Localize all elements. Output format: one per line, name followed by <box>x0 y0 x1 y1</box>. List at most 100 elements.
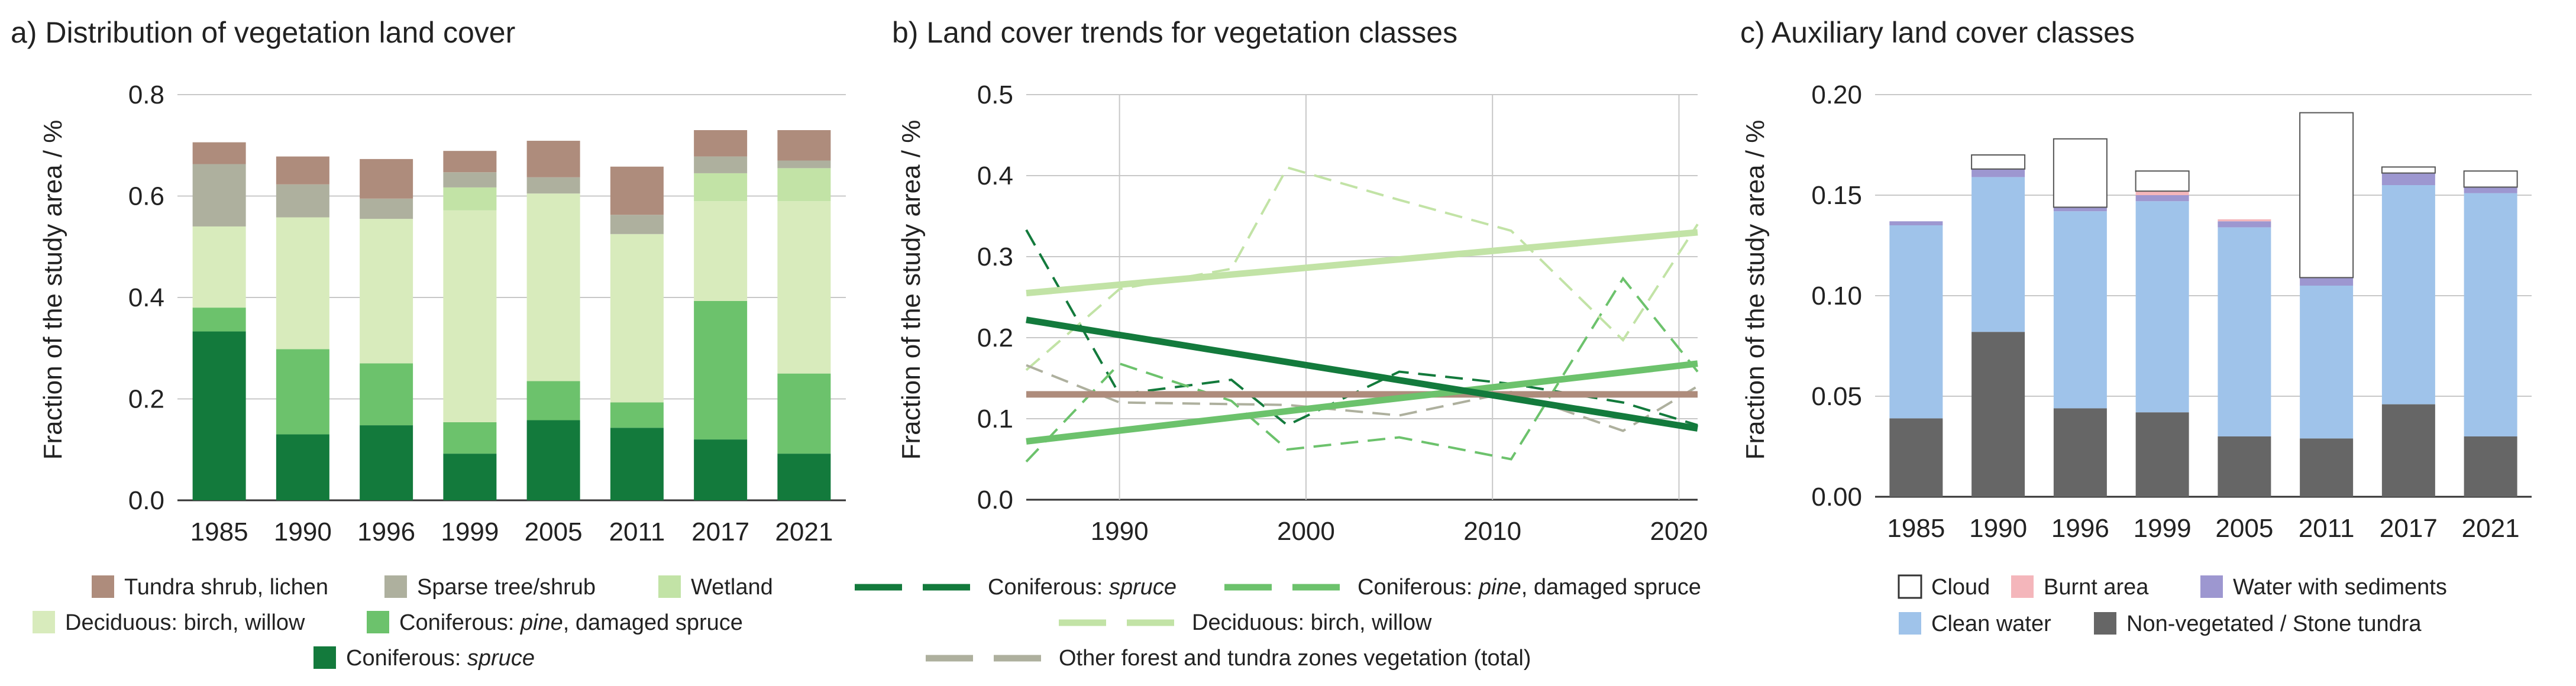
x-tick-label: 1999 <box>441 517 499 546</box>
bar-segment-burnt-area-1999 <box>2135 191 2189 195</box>
panel-b: b) Land cover trends for vegetation clas… <box>855 16 1708 671</box>
panel-b-lines <box>1025 166 1699 462</box>
panel-b-x-ticks: 1990 2000 2010 2020 <box>1091 517 1708 546</box>
legend-swatch <box>367 611 389 633</box>
bar-segment-sparse-tree-shrub-2011 <box>610 215 664 234</box>
bar-segment-cloud-1996 <box>2053 138 2108 208</box>
bar-segment-wetland-2017 <box>694 173 748 202</box>
bar-segment-water-with-sediments-1990 <box>1971 169 2025 177</box>
x-tick-label: 2000 <box>1277 517 1335 546</box>
y-tick-label: 0.8 <box>128 80 164 109</box>
y-tick-label: 0.5 <box>977 80 1013 109</box>
x-tick-label: 2020 <box>1650 517 1708 546</box>
x-tick-label: 2010 <box>1463 517 1521 546</box>
bar-segment-non-vegetated-stone-tundra-2011 <box>2300 438 2354 497</box>
y-tick-label: 0.4 <box>977 161 1013 190</box>
bar-segment-tundra-shrub-lichen-2011 <box>610 166 664 215</box>
trend-line-coniferous-pine-damaged-spruce <box>1026 360 1698 445</box>
legend-label: Deciduous: birch, willow <box>65 610 305 635</box>
x-tick-label: 2011 <box>609 517 665 546</box>
trend-line-deciduous-birch-willow <box>1026 229 1698 297</box>
panel-a-y-ticks: 0.0 0.2 0.4 0.6 0.8 <box>128 80 164 515</box>
bar-segment-tundra-shrub-lichen-2021 <box>777 130 831 161</box>
legend-item-coniferous-spruce: Coniferous: spruce <box>855 575 1177 600</box>
bar-segment-deciduous-birch-willow-1999 <box>443 210 497 422</box>
x-tick-label: 2021 <box>2462 514 2520 543</box>
bar-segment-deciduous-birch-willow-2011 <box>610 234 664 403</box>
legend-label: Wetland <box>691 575 773 600</box>
series-line-other-forest-and-tundra-zones-vegetation-total <box>1026 364 1699 432</box>
legend-item-deciduous-birch-willow: Deciduous: birch, willow <box>1059 610 1432 635</box>
panel-b-gridlines <box>1026 94 1698 501</box>
panel-a-bars <box>192 130 831 500</box>
y-tick-label: 0.3 <box>977 242 1013 271</box>
bar-segment-deciduous-birch-willow-1990 <box>276 217 329 350</box>
y-tick-label: 0.2 <box>128 385 164 414</box>
bar-segment-water-with-sediments-2017 <box>2381 173 2435 185</box>
bar-segment-tundra-shrub-lichen-1999 <box>443 151 497 173</box>
bar-segment-coniferous-spruce-1985 <box>192 331 246 500</box>
legend-item-clean-water: Clean water <box>1899 611 2051 636</box>
bar-segment-coniferous-spruce-2017 <box>694 439 748 500</box>
legend-item-wetland: Wetland <box>658 575 773 600</box>
x-tick-label: 1985 <box>1887 514 1945 543</box>
bar-segment-deciduous-birch-willow-2005 <box>526 193 580 381</box>
bar-segment-coniferous-spruce-2011 <box>610 428 664 500</box>
legend-item-coniferous-spruce: Coniferous: spruce <box>313 646 535 671</box>
legend-label: Burnt area <box>2044 575 2149 600</box>
panel-c-y-axis-label: Fraction of the study area / % <box>1741 120 1770 460</box>
bar-segment-non-vegetated-stone-tundra-2021 <box>2464 436 2517 497</box>
y-tick-label: 0.0 <box>128 486 164 515</box>
bar-segment-clean-water-2021 <box>2464 193 2517 436</box>
x-tick-label: 1996 <box>2051 514 2109 543</box>
legend-swatch <box>33 611 55 633</box>
y-tick-label: 0.10 <box>1811 281 1862 310</box>
legend-item-cloud: Cloud <box>1898 574 1990 600</box>
panel-c-bars <box>1889 112 2518 497</box>
bar-segment-coniferous-pine-damaged-spruce-1985 <box>192 308 246 332</box>
y-tick-label: 0.20 <box>1811 80 1862 109</box>
bar-segment-non-vegetated-stone-tundra-1996 <box>2053 408 2107 497</box>
bar-segment-clean-water-1996 <box>2053 211 2107 409</box>
legend-label: Water with sediments <box>2233 575 2447 600</box>
legend-swatch <box>384 575 407 598</box>
panel-a-legend: Tundra shrub, lichen Sparse tree/shrub Wet… <box>33 575 773 671</box>
bar-segment-wetland-1999 <box>443 187 497 211</box>
bar-segment-non-vegetated-stone-tundra-2017 <box>2381 404 2435 497</box>
bar-segment-sparse-tree-shrub-2017 <box>694 156 748 173</box>
bar-segment-sparse-tree-shrub-2021 <box>777 160 831 169</box>
bar-segment-clean-water-2005 <box>2218 227 2271 436</box>
bar-segment-water-with-sediments-2011 <box>2300 277 2354 286</box>
x-tick-label: 2005 <box>525 517 583 546</box>
bar-segment-cloud-2017 <box>2381 166 2436 174</box>
panel-a: a) Distribution of vegetation land cover… <box>11 16 846 671</box>
bar-segment-coniferous-spruce-2021 <box>777 454 831 500</box>
panel-c-x-ticks: 1985 1990 1996 1999 2005 2011 2017 2021 <box>1887 514 2519 543</box>
bar-segment-sparse-tree-shrub-1996 <box>360 198 413 219</box>
x-tick-label: 1990 <box>1969 514 2027 543</box>
legend-item-tundra-shrub-lichen: Tundra shrub, lichen <box>92 575 328 600</box>
bar-segment-clean-water-2017 <box>2381 185 2435 405</box>
legend-label: Other forest and tundra zones vegetation… <box>1059 646 1531 671</box>
bar-segment-coniferous-spruce-2005 <box>526 420 580 500</box>
legend-swatch <box>658 575 681 598</box>
legend-swatch <box>1899 612 1921 635</box>
bar-segment-tundra-shrub-lichen-2005 <box>526 141 580 177</box>
x-tick-label: 1990 <box>274 517 332 546</box>
legend-item-water-with-sediments: Water with sediments <box>2200 575 2447 600</box>
bar-segment-cloud-1999 <box>2135 170 2190 192</box>
bar-segment-coniferous-pine-damaged-spruce-2017 <box>694 301 748 440</box>
panel-a-y-axis-label: Fraction of the study area / % <box>38 120 67 460</box>
bar-segment-coniferous-spruce-1990 <box>276 434 329 500</box>
y-tick-label: 0.2 <box>977 323 1013 352</box>
panel-b-y-axis-label: Fraction of the study area / % <box>897 120 926 460</box>
bar-segment-clean-water-2011 <box>2300 286 2354 439</box>
bar-segment-clean-water-1990 <box>1971 177 2025 332</box>
bar-segment-coniferous-pine-damaged-spruce-2005 <box>526 381 580 420</box>
legend-swatch <box>2200 575 2223 598</box>
bar-segment-non-vegetated-stone-tundra-2005 <box>2218 436 2271 497</box>
y-tick-label: 0.05 <box>1811 382 1862 411</box>
x-tick-label: 1985 <box>190 517 248 546</box>
panel-c: c) Auxiliary land cover classes 0.00 0.05… <box>1740 16 2532 636</box>
bar-segment-coniferous-pine-damaged-spruce-1999 <box>443 422 497 454</box>
